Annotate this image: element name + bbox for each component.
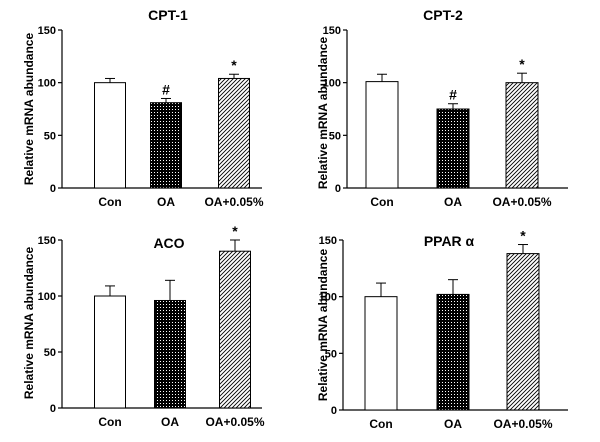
bar bbox=[505, 82, 539, 189]
y-axis-label: Relative mRNA abundance bbox=[316, 249, 330, 402]
category-label: OA bbox=[444, 417, 462, 431]
y-tick-label: 0 bbox=[331, 405, 337, 417]
y-tick-label: 100 bbox=[319, 292, 337, 304]
y-tick-label: 100 bbox=[38, 78, 56, 90]
y-tick-label: 0 bbox=[335, 183, 341, 195]
bar bbox=[218, 77, 250, 189]
y-axis-label: Relative mRNA abundance bbox=[22, 33, 36, 186]
bar bbox=[150, 102, 182, 189]
panel-title: CPT-1 bbox=[148, 7, 188, 23]
panel-1: CPT-1 Relative mRNA abundance 0 50 100 150 Con… bbox=[22, 7, 264, 209]
bar bbox=[154, 299, 186, 409]
y-tick-label: 50 bbox=[44, 347, 56, 359]
panel-2: CPT-2 Relative mRNA abundance 0 50 100 150 Con… bbox=[316, 7, 568, 209]
panel-title: ACO bbox=[153, 235, 184, 251]
bar bbox=[506, 253, 540, 411]
category-label: Con bbox=[98, 415, 121, 429]
significance-marker: * bbox=[231, 57, 237, 73]
y-tick-label: 150 bbox=[38, 235, 56, 247]
y-tick-label: 100 bbox=[38, 291, 56, 303]
category-label: OA+0.05% bbox=[493, 417, 552, 431]
panel-title: PPAR α bbox=[424, 233, 475, 249]
y-tick-label: 50 bbox=[329, 130, 341, 142]
category-label: OA+0.05% bbox=[205, 415, 264, 429]
bar bbox=[364, 296, 398, 411]
bar bbox=[365, 81, 399, 189]
y-tick-label: 0 bbox=[50, 403, 56, 415]
y-axis-label: Relative mRNA abundance bbox=[22, 247, 36, 400]
y-tick-label: 0 bbox=[50, 183, 56, 195]
bar bbox=[94, 82, 126, 189]
y-tick-label: 150 bbox=[38, 25, 56, 37]
panel-3: ACO Relative mRNA abundance 0 50 100 150 Con OA… bbox=[22, 223, 265, 429]
bar bbox=[94, 295, 126, 409]
bar bbox=[436, 108, 470, 189]
y-tick-label: 150 bbox=[323, 25, 341, 37]
significance-marker: * bbox=[232, 223, 238, 239]
category-label: OA+0.05% bbox=[492, 195, 551, 209]
y-tick-label: 50 bbox=[325, 348, 337, 360]
bar bbox=[219, 250, 251, 409]
category-label: OA+0.05% bbox=[204, 195, 263, 209]
category-label: OA bbox=[444, 195, 462, 209]
y-axis-label: Relative mRNA abundance bbox=[316, 37, 330, 190]
significance-marker: # bbox=[449, 87, 457, 103]
category-label: OA bbox=[157, 195, 175, 209]
significance-marker: * bbox=[519, 56, 525, 72]
category-label: Con bbox=[370, 195, 393, 209]
category-label: Con bbox=[98, 195, 121, 209]
category-label: OA bbox=[161, 415, 179, 429]
significance-marker: * bbox=[520, 228, 526, 244]
panel-title: CPT-2 bbox=[423, 7, 463, 23]
y-tick-label: 150 bbox=[319, 235, 337, 247]
category-label: Con bbox=[369, 417, 392, 431]
y-tick-label: 50 bbox=[44, 130, 56, 142]
significance-marker: # bbox=[162, 81, 170, 97]
bar bbox=[436, 293, 470, 411]
y-tick-label: 100 bbox=[323, 78, 341, 90]
